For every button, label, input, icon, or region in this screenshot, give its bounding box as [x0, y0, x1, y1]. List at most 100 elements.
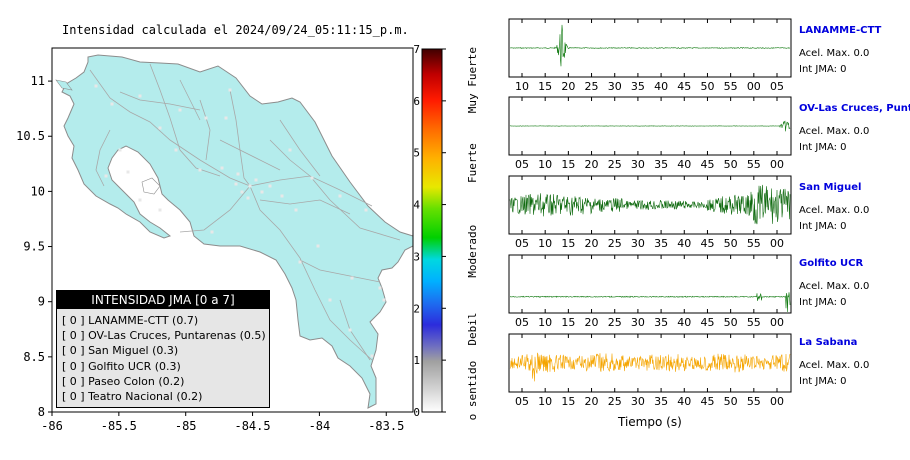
costa-rica-land — [55, 54, 414, 409]
road-line — [259, 199, 351, 215]
road-line — [179, 185, 251, 233]
station-name: Golfito UCR — [799, 258, 864, 269]
y-tick-label: 10 — [31, 184, 45, 198]
time-tick-label: 45 — [677, 80, 691, 93]
time-tick-label: 45 — [700, 158, 714, 171]
town-marker — [382, 298, 386, 302]
town-marker — [110, 102, 114, 106]
colorbar-tick-label: 5 — [413, 147, 420, 160]
time-tick-label: 00 — [770, 316, 784, 329]
time-tick-label: 35 — [654, 395, 668, 408]
trace-label-la-sabana: La Sabana Acel. Max. 0.0 Int JMA: 0 — [799, 337, 869, 387]
time-tick-label: 05 — [770, 80, 784, 93]
town-marker — [104, 174, 108, 178]
colorbar-category-label: Fuerte — [466, 143, 479, 183]
time-tick-label: 55 — [747, 158, 761, 171]
town-marker — [310, 176, 314, 180]
road-line — [95, 129, 111, 187]
time-tick-label: 30 — [631, 316, 645, 329]
time-tick-label: 35 — [654, 158, 668, 171]
time-tick-label: 15 — [561, 316, 575, 329]
time-tick-label: 00 — [770, 237, 784, 250]
town-marker — [280, 194, 284, 198]
y-tick-label: 8.5 — [23, 350, 45, 364]
town-marker — [178, 108, 182, 112]
colorbar-tick-label: 6 — [413, 95, 420, 108]
trace-label-lanamme: LANAMME-CTT Acel. Max. 0.0 Int JMA: 0 — [799, 25, 881, 75]
town-marker — [328, 298, 332, 302]
time-tick-label: 10 — [538, 395, 552, 408]
time-tick-label: 25 — [608, 316, 622, 329]
int-jma: Int JMA: 0 — [799, 142, 847, 153]
int-jma: Int JMA: 0 — [799, 297, 847, 308]
town-marker — [294, 208, 298, 212]
map-y-ticks: 11 10.5 10 9.5 9 8.5 8 — [16, 74, 52, 419]
trace-label-golfito: Golfito UCR Acel. Max. 0.0 Int JMA: 0 — [799, 258, 869, 308]
nicaragua-edge — [55, 79, 73, 91]
accel-max: Acel. Max. 0.0 — [799, 48, 870, 59]
time-tick-label: 15 — [561, 237, 575, 250]
gulf-nicoya — [141, 177, 161, 195]
time-tick-label: 40 — [677, 158, 691, 171]
town-marker — [228, 88, 232, 92]
time-tick-label: 35 — [654, 316, 668, 329]
town-marker — [240, 190, 244, 194]
x-tick-label: -85.5 — [101, 419, 137, 433]
legend-item: [ 0 ] Golfito UCR (0.3) — [62, 359, 181, 373]
accel-max: Acel. Max. 0.0 — [799, 126, 870, 137]
legend-item: [ 0 ] Paseo Colon (0.2) — [62, 374, 185, 388]
time-tick-label: 30 — [608, 80, 622, 93]
colorbar-ticks: 7 6 5 4 3 2 1 0 — [413, 43, 446, 419]
time-tick-label: 20 — [585, 395, 599, 408]
town-marker — [94, 84, 98, 88]
y-tick-label: 8 — [38, 405, 45, 419]
time-tick-label: 50 — [724, 237, 738, 250]
time-tick-label: 15 — [561, 158, 575, 171]
time-tick-label: 25 — [608, 237, 622, 250]
seismogram-panel: 05 10 15 20 25 30 35 40 45 50 55 00 — [508, 175, 792, 250]
time-tick-label: 40 — [677, 316, 691, 329]
legend-items: [ 0 ] LANAMME-CTT (0.7) [ 0 ] OV-Las Cru… — [57, 309, 269, 404]
road-line — [219, 139, 281, 171]
map-frame — [51, 47, 414, 413]
x-tick-label: -86 — [41, 419, 63, 433]
town-marker — [236, 172, 240, 176]
road-line — [89, 69, 251, 187]
time-tick-label: 15 — [538, 80, 552, 93]
colorbar-tick-label: 2 — [413, 302, 420, 315]
town-marker — [210, 230, 214, 234]
town-marker — [174, 148, 178, 152]
legend-item: [ 0 ] San Miguel (0.3) — [62, 344, 179, 358]
intensity-colorbar: 7 6 5 4 3 2 1 0 Muy Fuerte Fuerte Moderado Debil No… — [413, 43, 479, 420]
y-tick-label: 9.5 — [23, 240, 45, 254]
colorbar-category-label: No sentido — [466, 361, 479, 420]
town-marker — [158, 126, 162, 130]
station-name: LANAMME-CTT — [799, 25, 882, 36]
town-markers — [94, 84, 386, 358]
time-tick-label: 50 — [700, 80, 714, 93]
accel-max: Acel. Max. 0.0 — [799, 281, 870, 292]
town-marker — [220, 166, 224, 170]
time-tick-label: 10 — [538, 316, 552, 329]
time-tick-label: 20 — [585, 316, 599, 329]
time-tick-label: 50 — [724, 158, 738, 171]
time-tick-label: 30 — [631, 158, 645, 171]
accel-max: Acel. Max. 0.0 — [799, 205, 870, 216]
time-tick-label: 55 — [747, 237, 761, 250]
station-name: La Sabana — [799, 337, 858, 348]
x-tick-label: -85 — [175, 419, 197, 433]
road-line — [179, 79, 201, 121]
town-marker — [288, 148, 292, 152]
town-marker — [138, 94, 142, 98]
colorbar-category-label: Muy Fuerte — [466, 47, 479, 113]
waveform-line — [509, 352, 791, 382]
time-tick-label: 10 — [538, 237, 552, 250]
colorbar-tick-label: 3 — [413, 250, 420, 263]
time-tick-label: 20 — [585, 158, 599, 171]
road-line — [279, 119, 321, 177]
int-jma: Int JMA: 0 — [799, 64, 847, 75]
time-tick-label: 55 — [747, 395, 761, 408]
town-marker — [298, 260, 302, 264]
time-tick-label: 40 — [654, 80, 668, 93]
time-tick-label: 25 — [585, 80, 599, 93]
